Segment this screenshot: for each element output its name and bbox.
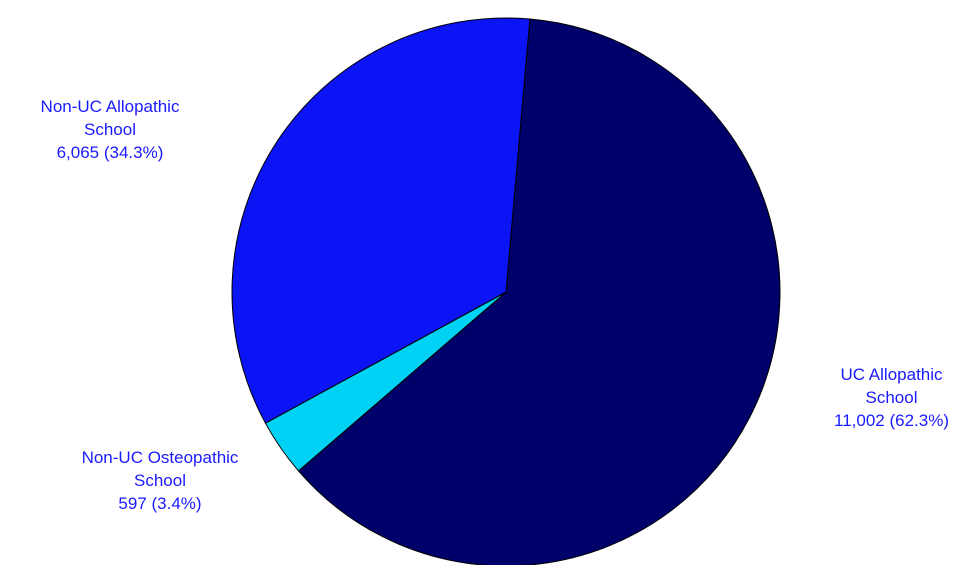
slice-label-uc-allopathic-value: 11,002 (62.3%) [834, 411, 949, 430]
slice-label-non-uc-osteopathic-line2: School [134, 471, 186, 490]
slice-label-uc-allopathic-line2: School [865, 388, 918, 407]
pie-slice-non-uc-allopathic [231, 17, 531, 424]
slice-label-non-uc-osteopathic-line1: Non-UC Osteopathic [81, 448, 239, 467]
slice-label-non-uc-allopathic-value: 6,065 (34.3%) [56, 143, 164, 162]
slice-label-non-uc-allopathic-line1: Non-UC Allopathic [40, 97, 180, 116]
pie-slice-uc-allopathic [297, 18, 781, 567]
slice-label-non-uc-allopathic-line2: School [84, 120, 136, 139]
slice-label-non-uc-osteopathic: Non-UC Osteopathic School 597 (3.4%) [40, 446, 280, 515]
slice-label-non-uc-osteopathic-value: 597 (3.4%) [118, 494, 202, 513]
slice-label-uc-allopathic: UC Allopathic School 11,002 (62.3%) [804, 363, 979, 432]
slice-label-uc-allopathic-line1: UC Allopathic [840, 365, 943, 384]
slice-label-non-uc-allopathic: Non-UC Allopathic School 6,065 (34.3%) [0, 95, 220, 164]
